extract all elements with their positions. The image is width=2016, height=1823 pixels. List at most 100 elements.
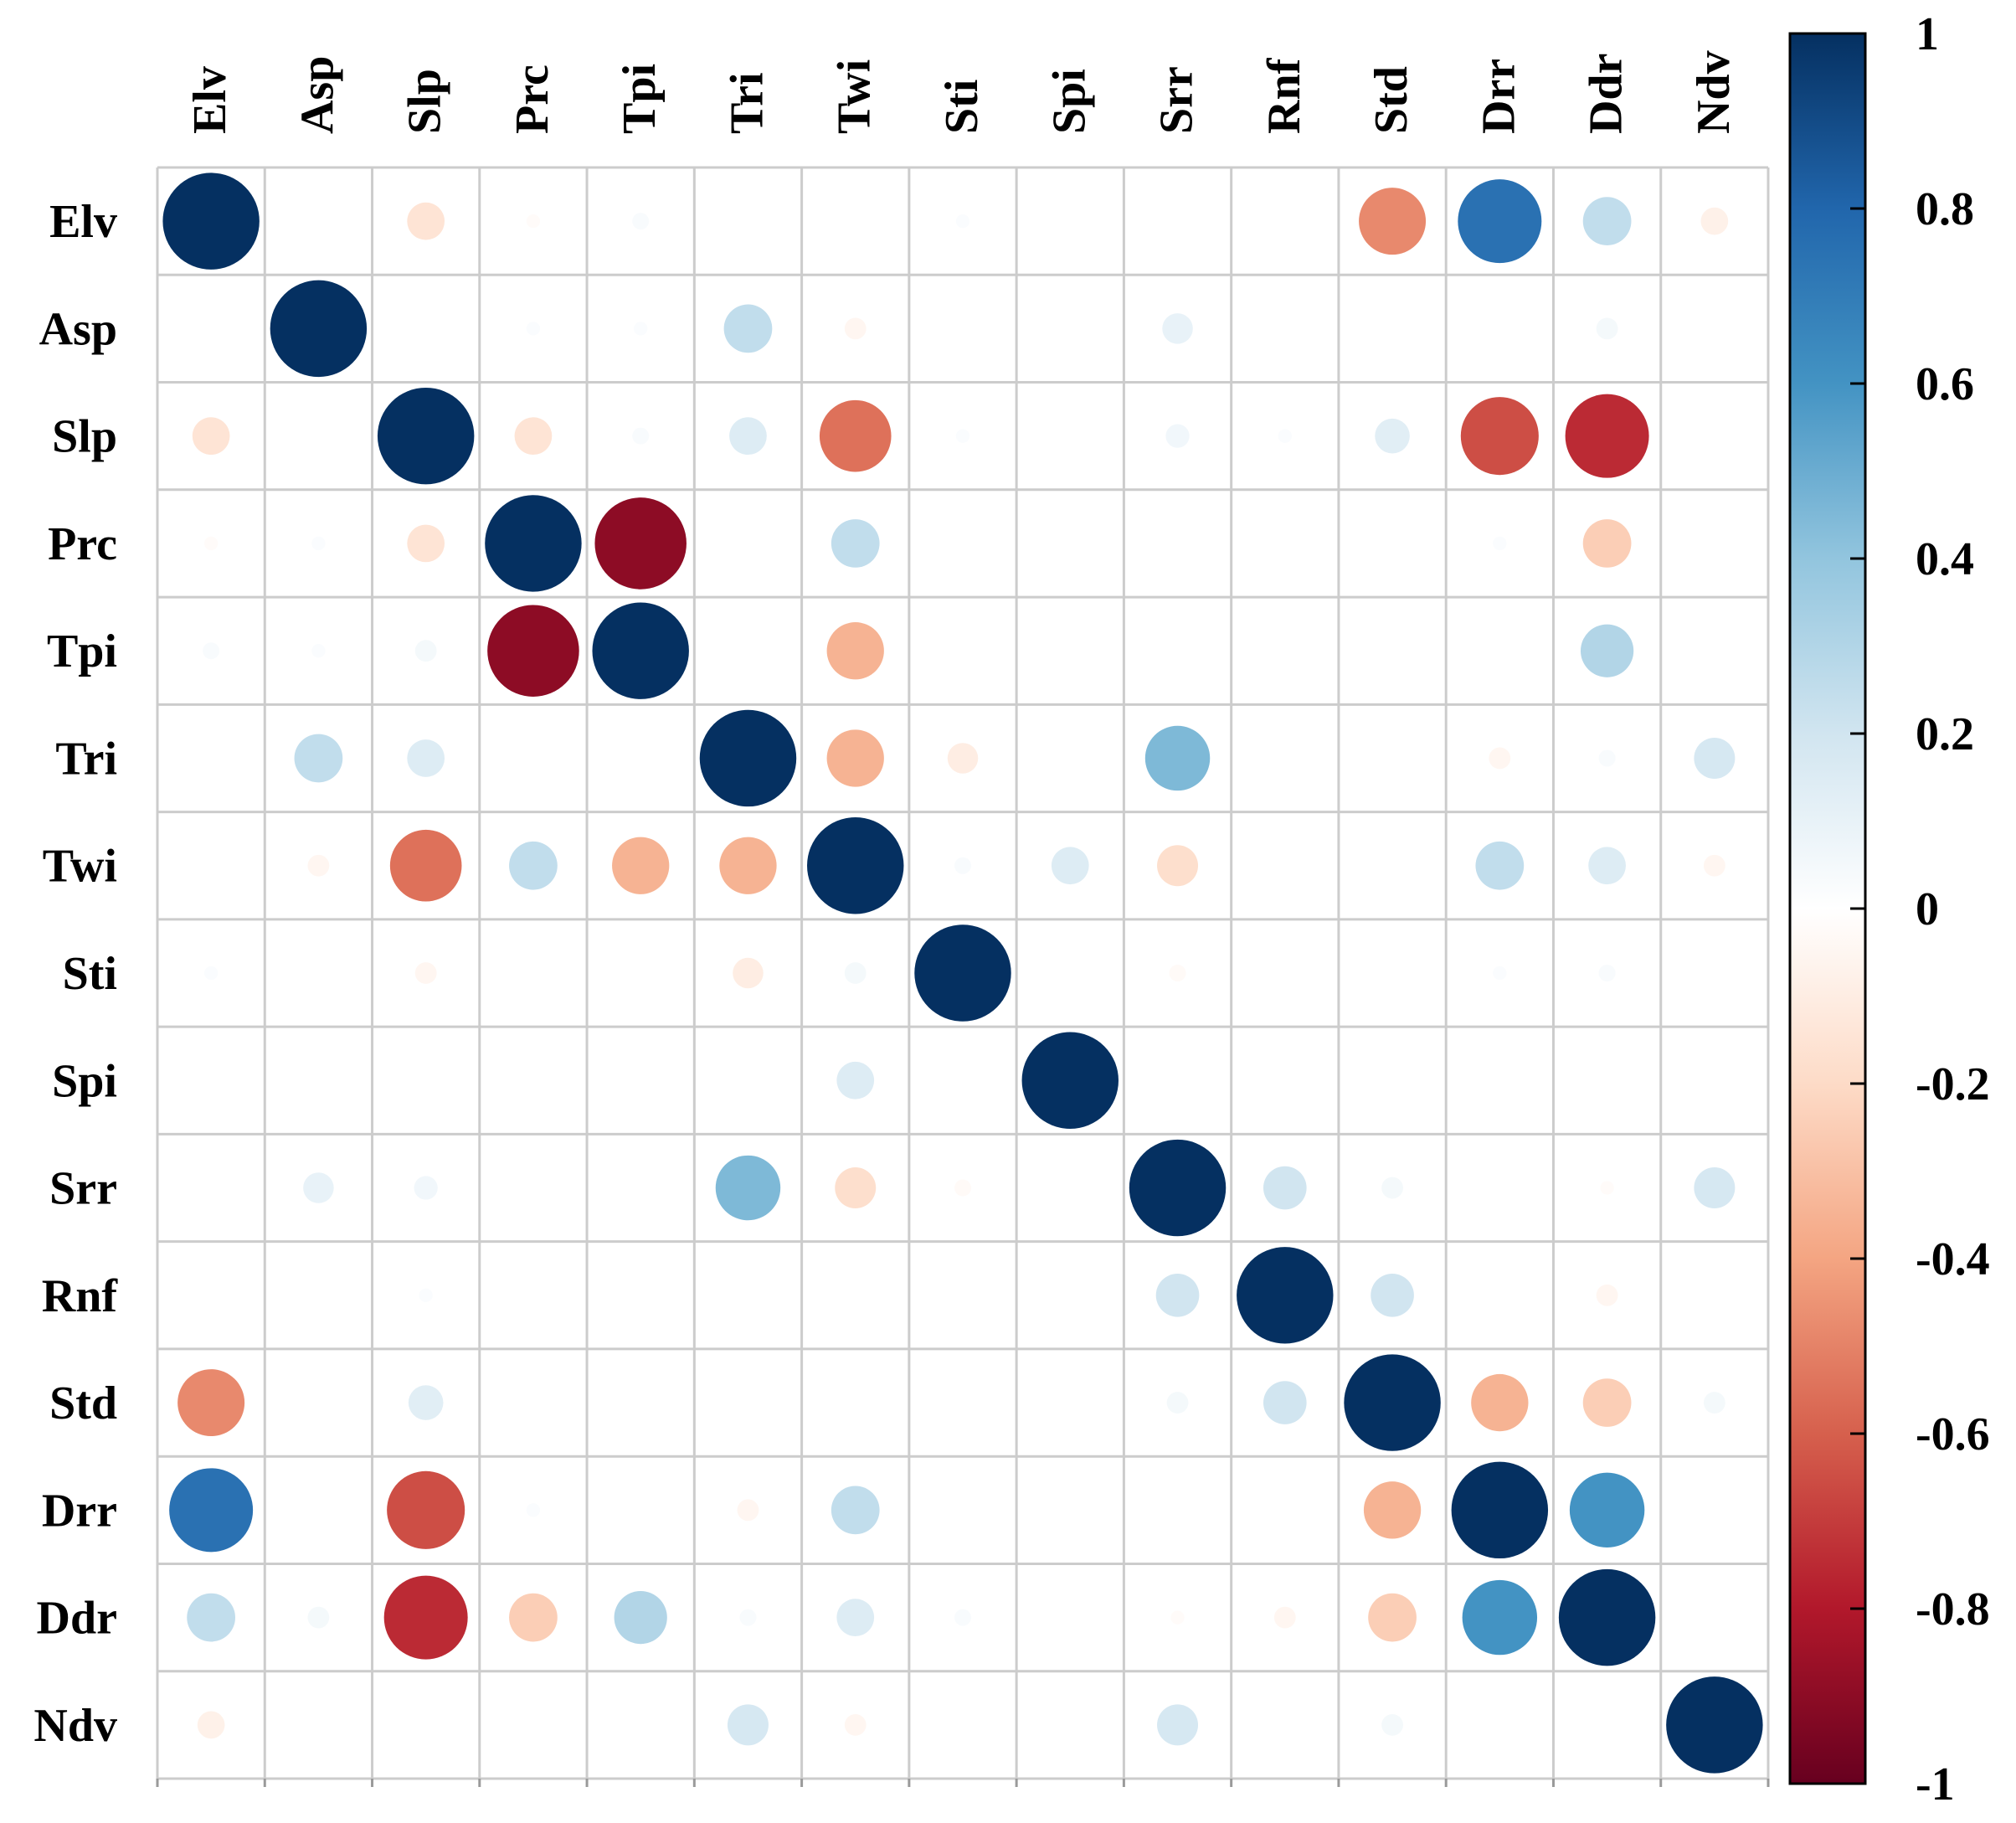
col-label-asp: Asp — [291, 56, 343, 134]
corr-circle-elv-prc — [526, 214, 541, 229]
corr-circle-ndv-elv — [197, 1711, 225, 1739]
corr-circle-elv-ddr — [1582, 197, 1632, 245]
corr-circle-prc-slp — [407, 524, 445, 563]
corr-circle-tpi-twi — [826, 622, 884, 680]
corr-circle-drr-twi — [831, 1486, 880, 1535]
corr-circle-srr-srr — [1129, 1139, 1227, 1237]
corr-circle-sti-elv — [203, 966, 219, 981]
corr-circle-twi-srr — [1157, 845, 1199, 887]
corr-circle-elv-slp — [407, 202, 445, 240]
corr-circle-twi-slp — [389, 829, 462, 902]
corr-circle-std-drr — [1471, 1373, 1529, 1432]
corr-circle-ddr-tri — [739, 1609, 757, 1626]
corr-circle-spi-spi — [1021, 1032, 1119, 1129]
col-label-elv: Elv — [184, 66, 236, 134]
corr-circle-twi-tri — [719, 837, 777, 894]
row-labels: Elv Asp Slp Prc Tpi Tri Twi Sti Spi Srr Rnf Std Drr D… — [33, 196, 118, 1752]
corr-circle-asp-prc — [526, 322, 541, 336]
corr-circle-prc-asp — [311, 536, 326, 551]
colorbar-tick-label: 0.4 — [1916, 533, 1974, 585]
col-label-spi: Spi — [1043, 69, 1095, 134]
corr-circle-drr-elv — [169, 1468, 254, 1553]
corr-circle-asp-srr — [1162, 313, 1193, 344]
corr-circle-ddr-ddr — [1558, 1568, 1656, 1666]
corr-circle-ddr-elv — [187, 1593, 235, 1642]
col-label-rnf: Rnf — [1258, 57, 1310, 134]
colorbar-tick-label: 1 — [1916, 8, 1939, 60]
corr-circle-tri-drr — [1489, 747, 1511, 770]
corr-circle-asp-ddr — [1596, 317, 1618, 340]
corr-circle-drr-prc — [526, 1503, 541, 1517]
corr-circle-ndv-twi — [844, 1713, 867, 1736]
corr-circle-srr-rnf — [1263, 1166, 1307, 1210]
corr-circle-srr-std — [1381, 1177, 1403, 1199]
col-label-tpi: Tpi — [614, 64, 666, 134]
corr-circle-ddr-tpi — [614, 1590, 667, 1645]
corr-circle-tri-twi — [826, 729, 884, 787]
corr-circle-tpi-ddr — [1580, 624, 1634, 677]
grid — [156, 166, 1770, 1787]
row-label-drr: Drr — [42, 1485, 117, 1537]
col-label-ndv: Ndv — [1688, 50, 1740, 134]
corr-circle-ndv-tri — [727, 1704, 769, 1746]
column-labels: Elv Asp Slp Prc Tpi Tri Twi Sti Spi Srr Rnf Std Drr D… — [184, 50, 1740, 134]
corr-circle-std-slp — [408, 1385, 444, 1420]
corr-circle-ddr-srr — [1170, 1610, 1185, 1625]
corr-circle-slp-rnf — [1278, 429, 1292, 443]
corr-circle-drr-std — [1363, 1481, 1422, 1539]
colorbar-tick-label: -0.8 — [1916, 1584, 1990, 1635]
corr-circle-slp-elv — [192, 417, 230, 456]
corr-circle-prc-tpi — [594, 497, 687, 590]
corr-circle-tpi-asp — [311, 644, 326, 658]
row-label-sti: Sti — [63, 948, 117, 1000]
corr-circle-twi-spi — [1051, 847, 1089, 885]
corr-circle-sti-drr — [1493, 966, 1507, 981]
corr-circle-tri-slp — [407, 739, 445, 777]
corr-circle-sti-ddr — [1598, 965, 1616, 981]
corr-circle-slp-slp — [377, 387, 475, 485]
row-label-elv: Elv — [49, 196, 117, 248]
corr-circle-elv-tpi — [632, 213, 650, 230]
corr-circle-twi-tpi — [612, 837, 670, 894]
corr-circle-slp-tri — [729, 417, 767, 456]
corr-circle-elv-drr — [1458, 179, 1542, 264]
corr-circle-slp-sti — [955, 429, 970, 443]
corr-circle-sti-slp — [414, 962, 437, 984]
colorbar-tick-label: -0.2 — [1916, 1058, 1990, 1110]
row-label-std: Std — [49, 1378, 117, 1429]
col-label-drr: Drr — [1473, 59, 1525, 134]
corr-circle-srr-tri — [715, 1155, 781, 1221]
col-label-prc: Prc — [507, 64, 558, 134]
corr-circle-sti-srr — [1169, 965, 1186, 981]
corr-circle-slp-std — [1375, 418, 1410, 454]
corr-circle-drr-ddr — [1569, 1472, 1645, 1548]
corr-circle-asp-tri — [723, 304, 773, 353]
row-label-srr: Srr — [49, 1163, 117, 1215]
colorbar-ticks: 1 0.8 0.6 0.4 0.2 0 -0.2 -0.4 -0.6 -0.8 -1 — [1850, 8, 1990, 1810]
corr-circle-rnf-rnf — [1237, 1247, 1334, 1344]
corr-circle-tri-sti — [947, 743, 979, 774]
col-label-ddr: Ddr — [1581, 54, 1633, 134]
corr-circle-std-elv — [177, 1369, 245, 1437]
col-label-slp: Slp — [399, 69, 451, 134]
corr-circle-slp-ddr — [1565, 394, 1649, 478]
colorbar-tick-label: 0.6 — [1916, 358, 1974, 410]
corr-circle-twi-asp — [307, 854, 330, 877]
row-label-ddr: Ddr — [37, 1593, 117, 1645]
corr-circle-rnf-srr — [1155, 1273, 1200, 1317]
row-label-prc: Prc — [48, 518, 117, 570]
corr-circle-elv-ndv — [1700, 207, 1729, 235]
corr-circle-srr-ndv — [1694, 1167, 1736, 1209]
corr-circle-ddr-asp — [307, 1606, 330, 1629]
corr-circle-ndv-srr — [1157, 1704, 1199, 1746]
corr-circle-srr-slp — [414, 1176, 438, 1200]
corr-circle-prc-drr — [1493, 536, 1507, 551]
corr-circle-srr-twi — [835, 1167, 877, 1209]
corr-circle-ndv-std — [1381, 1713, 1403, 1736]
corr-circle-rnf-std — [1371, 1273, 1414, 1317]
corr-circle-sti-twi — [844, 962, 867, 984]
corr-circle-tri-ndv — [1694, 737, 1736, 779]
colorbar-tick-label: -0.4 — [1916, 1233, 1990, 1285]
corr-circle-std-srr — [1166, 1392, 1189, 1414]
